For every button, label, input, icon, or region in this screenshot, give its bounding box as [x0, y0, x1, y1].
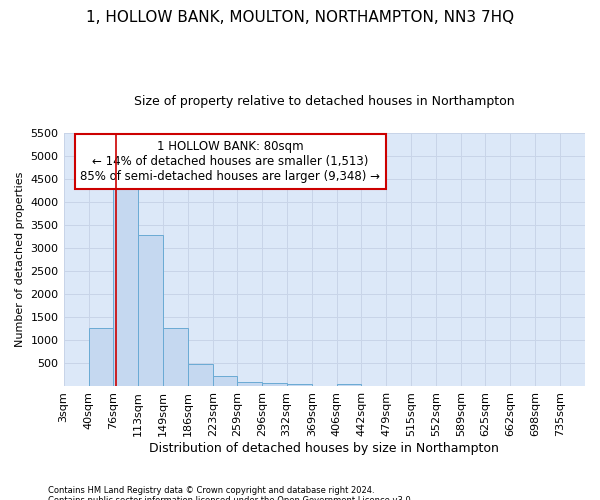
Y-axis label: Number of detached properties: Number of detached properties	[15, 172, 25, 348]
Title: Size of property relative to detached houses in Northampton: Size of property relative to detached ho…	[134, 95, 515, 108]
Bar	[188, 364, 213, 386]
Bar	[287, 384, 312, 386]
Bar	[337, 384, 361, 386]
Bar	[262, 383, 287, 386]
Bar	[113, 186, 138, 386]
Bar	[163, 328, 188, 386]
Bar	[138, 234, 163, 386]
Bar	[213, 376, 237, 386]
Bar	[89, 328, 113, 386]
Text: 1 HOLLOW BANK: 80sqm
← 14% of detached houses are smaller (1,513)
85% of semi-de: 1 HOLLOW BANK: 80sqm ← 14% of detached h…	[80, 140, 380, 184]
Text: 1, HOLLOW BANK, MOULTON, NORTHAMPTON, NN3 7HQ: 1, HOLLOW BANK, MOULTON, NORTHAMPTON, NN…	[86, 10, 514, 25]
X-axis label: Distribution of detached houses by size in Northampton: Distribution of detached houses by size …	[149, 442, 499, 455]
Bar	[237, 382, 262, 386]
Text: Contains HM Land Registry data © Crown copyright and database right 2024.: Contains HM Land Registry data © Crown c…	[48, 486, 374, 495]
Text: Contains public sector information licensed under the Open Government Licence v3: Contains public sector information licen…	[48, 496, 413, 500]
